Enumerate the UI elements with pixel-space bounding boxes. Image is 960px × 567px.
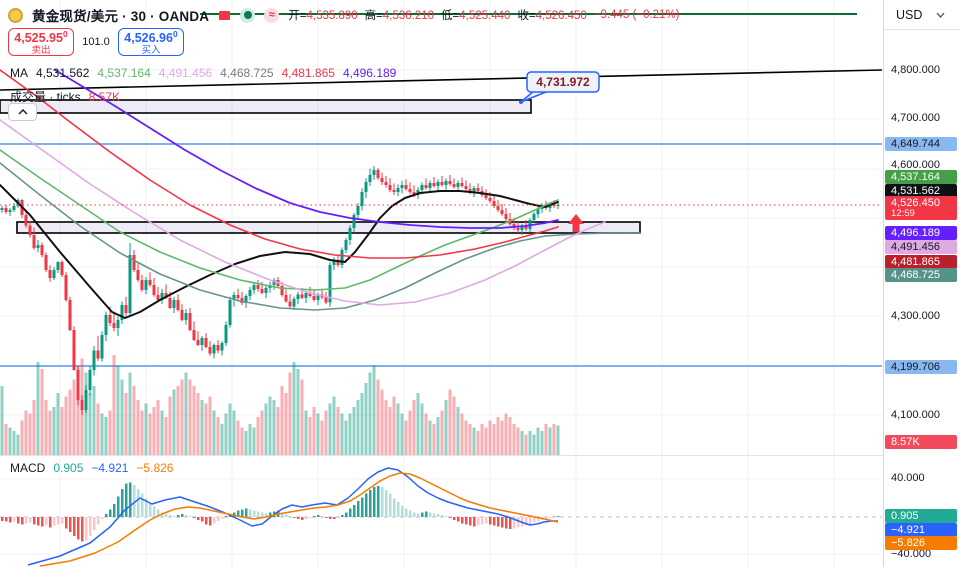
supply-zone[interactable] [16,221,641,234]
axis-tick: 4,600.000 [891,159,940,171]
legend-value: 0.905 [53,461,84,475]
legend-value: 4,491.456 [158,66,213,80]
svg-text:4,731.972: 4,731.972 [536,75,590,89]
macd-signal-line [39,472,559,567]
ohlc-label: 高= [364,10,383,22]
legend-value: 4,496.189 [342,66,397,80]
pane-collapse-button[interactable] [8,103,37,121]
ohlc-values: 开=4,535.890 高=4,536.210 低=4,525.440 收=4,526… [288,7,679,23]
ohlc-value: 4,526.450 [535,10,587,22]
ohlc-value: 4,535.890 [306,10,358,22]
chevron-up-icon [18,109,27,115]
ma-legend[interactable]: MA 4,531.562 4,537.164 4,491.456 4,468.725 4… [10,66,404,80]
price-callout[interactable]: 4,731.972 [519,71,600,104]
spread-value: 101.0 [82,36,110,48]
legend-value: 4,531.562 [36,66,90,80]
legend-value: 4,537.164 [97,66,151,80]
buy-button[interactable]: 4,526.960 买入 [118,28,184,56]
ohlc-value: 4,536.210 [382,10,435,22]
currency-selector[interactable]: USD [884,0,960,30]
supply-zone[interactable] [0,99,532,114]
axis-badge: 4,526.450 12:59 [885,196,957,220]
flag-icon[interactable] [218,9,231,22]
axis-badge: 4,496.189 [885,226,957,240]
axis-badge: 4,537.164 [885,170,957,184]
symbol-logo-icon [8,7,23,23]
axis-tick: 4,100.000 [891,409,940,421]
axis-badge: 4,491.456 [885,240,957,254]
legend-value: 4,468.725 [220,66,274,80]
symbol-title[interactable]: 黄金现货/美元 · 30 · OANDA [32,9,210,24]
ohlc-label: 开= [288,10,307,22]
macd-line [27,467,558,566]
axis-badge: 0.905 [885,509,957,523]
gridlines [0,0,882,567]
trade-panel: 4,525.950 卖出 101.0 4,526.960 买入 [8,28,184,56]
ma-black [0,184,559,319]
legend-value: −5.826 [136,461,174,475]
chevron-down-icon [936,12,945,18]
axis-tick: 4,800.000 [891,64,940,76]
volume-legend[interactable]: 成交量 · ticks 8.57K [10,89,121,105]
pane-separator[interactable] [0,455,960,456]
ma-green [0,149,559,291]
ma-pink [0,119,606,306]
axis-badge: 4,481.865 [885,255,957,269]
axis-badge: 4,649.744 [885,137,957,151]
macd-legend[interactable]: MACD 0.905 −4.921 −5.826 [10,461,181,475]
axis-tick: 40.000 [891,472,925,484]
legend-value: −4.921 [91,461,129,475]
macd-values: 0.905 −4.921 −5.826 [53,461,181,475]
symbol-legend: 黄金现货/美元 · 30 · OANDA ≈ 开=4,535.890 高=4,53… [8,5,680,25]
axis-tick: 4,300.000 [891,310,940,322]
ma-red [0,69,559,259]
axis-badge: −4.921 [885,523,957,537]
sell-button[interactable]: 4,525.950 卖出 [8,28,74,56]
axis-badge: 8.57K [885,435,957,449]
ma-teal [0,162,641,311]
ohlc-value: 4,525.440 [459,10,511,22]
price-scale[interactable]: USD 4,800.000 4,700.000 4,600.000 4,300.000… [883,0,960,567]
axis-badge: −5.826 [885,536,957,550]
change-value: −9.445 (−0.21%) [593,9,680,21]
axis-tick: −40.000 [891,548,932,560]
axis-badge: 4,468.725 [885,268,957,282]
ohlc-label: 低= [441,10,460,22]
up-arrow-marker[interactable] [568,214,584,232]
macd-histogram [0,482,560,542]
ohlc-label: 收= [517,10,536,22]
axis-tick: 4,700.000 [891,112,940,124]
axis-badge: 4,531.562 [885,184,957,198]
axis-badge: 4,199.706 [885,360,957,374]
ma-values: 4,531.562 4,537.164 4,491.456 4,468.725 4,48… [36,66,404,80]
legend-value: 4,481.865 [281,66,335,80]
market-status-icon[interactable] [240,7,256,23]
volume-value: 8.57K [88,89,121,104]
volume-bars [0,355,560,455]
approx-icon[interactable]: ≈ [264,7,280,23]
price-chart-canvas[interactable]: 4,731.972 [0,0,883,567]
trendline[interactable] [0,69,883,91]
candles [0,166,560,415]
ma-purple [54,69,559,229]
